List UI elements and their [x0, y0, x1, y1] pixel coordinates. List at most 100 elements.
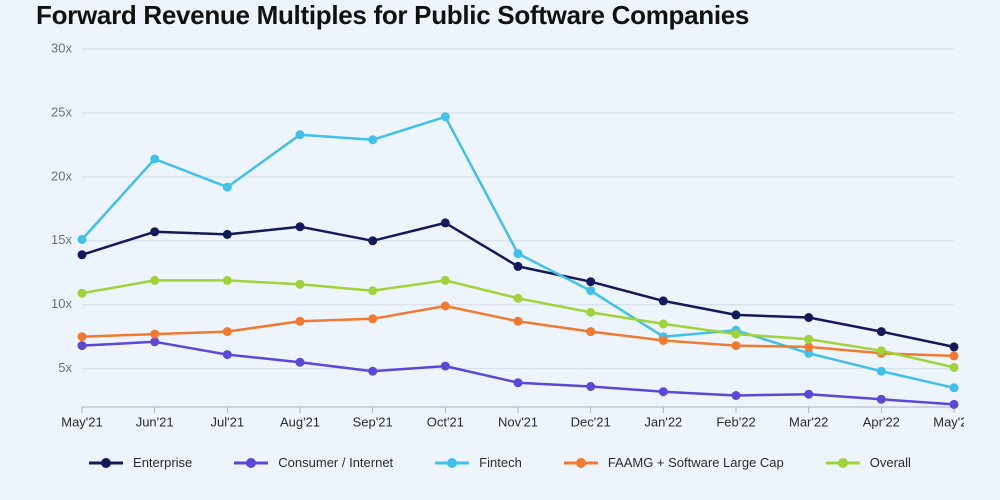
- series-marker: [441, 218, 450, 227]
- series-marker: [877, 367, 886, 376]
- y-tick-label: 5x: [58, 360, 72, 375]
- x-tick-label: Aug'21: [280, 415, 320, 430]
- legend-swatch: [564, 456, 598, 470]
- series-marker: [514, 378, 523, 387]
- y-tick-label: 20x: [51, 168, 72, 183]
- legend-swatch: [826, 456, 860, 470]
- series-marker: [441, 112, 450, 121]
- x-tick-label: May'21: [61, 415, 103, 430]
- legend-label: Consumer / Internet: [278, 455, 393, 470]
- legend-item: FAAMG + Software Large Cap: [564, 455, 784, 470]
- series-marker: [223, 350, 232, 359]
- series-line: [82, 223, 954, 347]
- series-marker: [950, 383, 959, 392]
- series-marker: [659, 387, 668, 396]
- series-marker: [950, 400, 959, 409]
- series-marker: [950, 363, 959, 372]
- y-tick-label: 15x: [51, 232, 72, 247]
- series-marker: [514, 294, 523, 303]
- series-marker: [586, 308, 595, 317]
- series-marker: [877, 327, 886, 336]
- line-chart-svg: 5x 10x 15x 20x 25x 30x May'21 Jun'21 Jul'21 Aug'2…: [36, 41, 964, 441]
- series-marker: [586, 277, 595, 286]
- series-marker: [150, 276, 159, 285]
- series-marker: [732, 330, 741, 339]
- x-tick-label: Jan'22: [644, 415, 682, 430]
- x-tick-label: May'22: [933, 415, 964, 430]
- chart-area: 5x 10x 15x 20x 25x 30x May'21 Jun'21 Jul'21 Aug'2…: [36, 41, 964, 441]
- series-marker: [441, 362, 450, 371]
- legend-item: Consumer / Internet: [234, 455, 393, 470]
- legend-label: Fintech: [479, 455, 522, 470]
- chart-title: Forward Revenue Multiples for Public Sof…: [36, 0, 964, 41]
- series-marker: [514, 262, 523, 271]
- series-marker: [78, 332, 87, 341]
- legend-label: Overall: [870, 455, 911, 470]
- series-marker: [659, 296, 668, 305]
- series-marker: [659, 336, 668, 345]
- y-tick-label: 10x: [51, 296, 72, 311]
- x-tick-label: Sep'21: [353, 415, 393, 430]
- series-marker: [296, 317, 305, 326]
- legend-label: Enterprise: [133, 455, 192, 470]
- series-marker: [223, 183, 232, 192]
- x-tick-label: Oct'21: [427, 415, 464, 430]
- x-tick-label: Dec'21: [571, 415, 611, 430]
- series-marker: [223, 327, 232, 336]
- series-marker: [804, 313, 813, 322]
- series-marker: [78, 235, 87, 244]
- x-tick-label: Feb'22: [716, 415, 755, 430]
- series-marker: [368, 314, 377, 323]
- y-tick-label: 25x: [51, 104, 72, 119]
- series-marker: [514, 317, 523, 326]
- series-marker: [804, 390, 813, 399]
- series-marker: [732, 391, 741, 400]
- legend-label: FAAMG + Software Large Cap: [608, 455, 784, 470]
- series-marker: [950, 342, 959, 351]
- series-marker: [586, 327, 595, 336]
- legend-item: Enterprise: [89, 455, 192, 470]
- series-marker: [586, 382, 595, 391]
- series-marker: [296, 358, 305, 367]
- series-marker: [223, 230, 232, 239]
- series-marker: [296, 130, 305, 139]
- series-marker: [223, 276, 232, 285]
- legend: Enterprise Consumer / Internet Fintech FAAM…: [36, 455, 964, 470]
- series-marker: [877, 346, 886, 355]
- series-marker: [950, 351, 959, 360]
- series-marker: [659, 319, 668, 328]
- series-marker: [150, 337, 159, 346]
- x-tick-label: Jun'21: [136, 415, 174, 430]
- legend-item: Fintech: [435, 455, 522, 470]
- series-marker: [368, 286, 377, 295]
- series-line: [82, 306, 954, 356]
- legend-swatch: [435, 456, 469, 470]
- series-marker: [877, 395, 886, 404]
- x-tick-label: Jul'21: [211, 415, 245, 430]
- series-marker: [150, 155, 159, 164]
- series-marker: [804, 342, 813, 351]
- legend-item: Overall: [826, 455, 911, 470]
- series-marker: [78, 289, 87, 298]
- y-tick-label: 30x: [51, 41, 72, 55]
- series-marker: [441, 302, 450, 311]
- series-marker: [78, 250, 87, 259]
- series-marker: [804, 335, 813, 344]
- series-marker: [296, 280, 305, 289]
- series-marker: [514, 249, 523, 258]
- series-marker: [150, 227, 159, 236]
- series-marker: [368, 236, 377, 245]
- series-marker: [368, 135, 377, 144]
- legend-swatch: [89, 456, 123, 470]
- series-marker: [78, 341, 87, 350]
- series-marker: [368, 367, 377, 376]
- x-tick-label: Mar'22: [789, 415, 828, 430]
- series-marker: [441, 276, 450, 285]
- series-marker: [150, 330, 159, 339]
- series-marker: [732, 341, 741, 350]
- legend-swatch: [234, 456, 268, 470]
- x-tick-label: Nov'21: [498, 415, 538, 430]
- series-marker: [732, 310, 741, 319]
- x-tick-label: Apr'22: [863, 415, 900, 430]
- series-line: [82, 342, 954, 405]
